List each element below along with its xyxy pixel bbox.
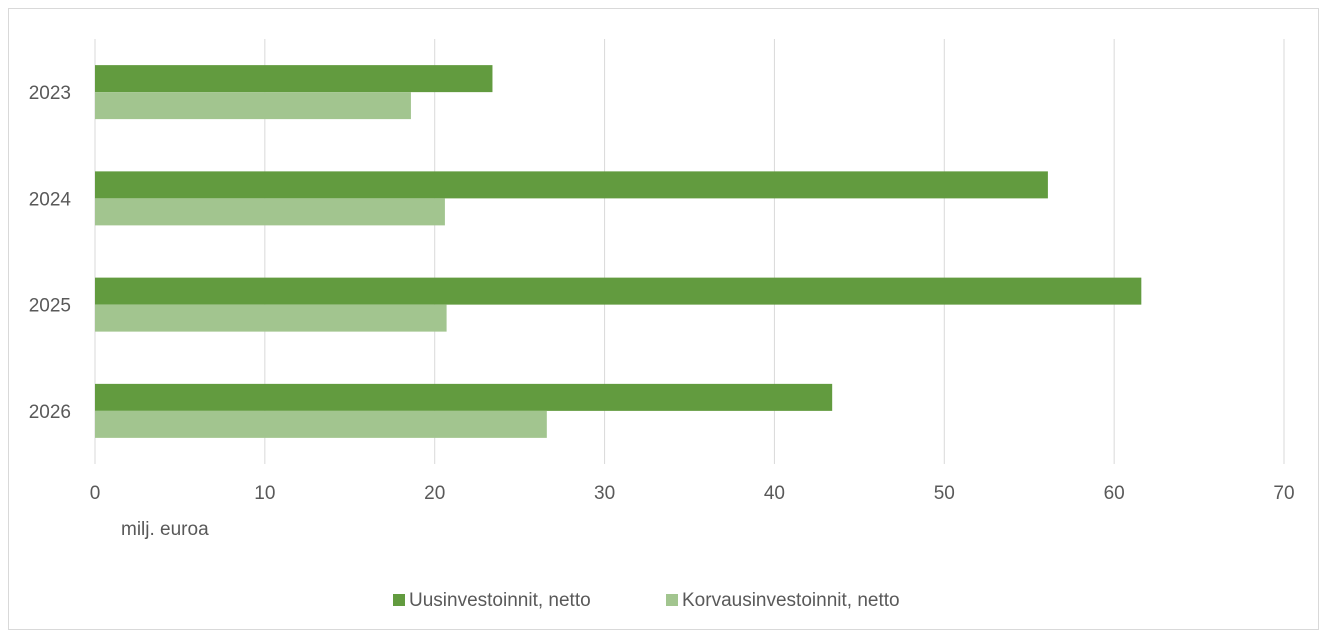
y-tick-label-2023: 2023 — [29, 83, 71, 104]
y-tick-label-2024: 2024 — [29, 189, 72, 210]
bar-2024-korvausinvestoinnit — [95, 198, 445, 226]
x-tick-label-20: 20 — [424, 483, 445, 504]
x-tick-label-40: 40 — [764, 483, 785, 504]
legend-label-0: Uusinvestoinnit, netto — [409, 590, 591, 611]
axes: 0 10 20 30 40 50 60 70 2023 2024 2025 2026 — [29, 83, 1295, 504]
legend: Uusinvestoinnit, netto Korvausinvestoinni… — [393, 590, 900, 611]
bar-chart: 0 10 20 30 40 50 60 70 2023 2024 2025 2026 milj. eu… — [29, 39, 1295, 611]
y-tick-label-2026: 2026 — [29, 402, 71, 423]
x-tick-label-30: 30 — [594, 483, 615, 504]
x-tick-label-50: 50 — [934, 483, 955, 504]
y-tick-label-2025: 2025 — [29, 296, 71, 317]
x-tick-label-10: 10 — [254, 483, 275, 504]
x-tick-label-0: 0 — [90, 483, 101, 504]
bar-2023-korvausinvestoinnit — [95, 92, 411, 120]
bar-2023-uusinvestoinnit — [95, 65, 493, 93]
chart-frame: 0 10 20 30 40 50 60 70 2023 2024 2025 2026 milj. eu… — [8, 8, 1319, 630]
bar-2025-korvausinvestoinnit — [95, 304, 447, 332]
x-tick-label-70: 70 — [1273, 483, 1294, 504]
legend-swatch-0 — [393, 594, 405, 606]
legend-label-1: Korvausinvestoinnit, netto — [682, 590, 900, 611]
x-axis-title: milj. euroa — [121, 519, 209, 540]
bar-2026-korvausinvestoinnit — [95, 410, 547, 438]
legend-swatch-1 — [666, 594, 678, 606]
x-tick-label-60: 60 — [1104, 483, 1125, 504]
bars — [95, 65, 1142, 438]
bar-2026-uusinvestoinnit — [95, 383, 833, 411]
bar-2024-uusinvestoinnit — [95, 171, 1048, 199]
bar-2025-uusinvestoinnit — [95, 277, 1142, 305]
